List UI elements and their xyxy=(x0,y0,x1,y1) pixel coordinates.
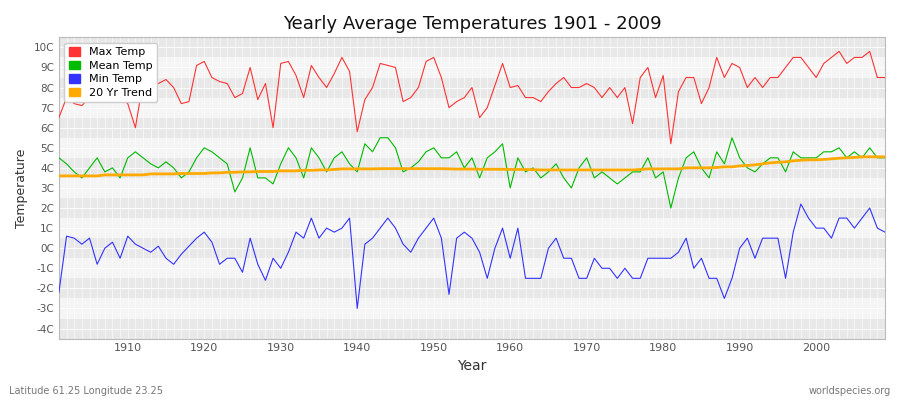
Bar xyxy=(58,258,885,278)
Bar xyxy=(58,278,885,298)
Bar xyxy=(58,158,885,178)
Bar xyxy=(58,138,885,158)
Text: Latitude 61.25 Longitude 23.25: Latitude 61.25 Longitude 23.25 xyxy=(9,386,163,396)
Text: worldspecies.org: worldspecies.org xyxy=(809,386,891,396)
Bar xyxy=(58,318,885,338)
Bar xyxy=(58,238,885,258)
Bar xyxy=(58,298,885,318)
Bar xyxy=(58,78,885,98)
Title: Yearly Average Temperatures 1901 - 2009: Yearly Average Temperatures 1901 - 2009 xyxy=(283,15,662,33)
X-axis label: Year: Year xyxy=(457,359,487,373)
Legend: Max Temp, Mean Temp, Min Temp, 20 Yr Trend: Max Temp, Mean Temp, Min Temp, 20 Yr Tre… xyxy=(65,43,157,102)
Bar xyxy=(58,178,885,198)
Bar xyxy=(58,198,885,218)
Bar xyxy=(58,98,885,118)
Bar xyxy=(58,218,885,238)
Bar xyxy=(58,118,885,138)
Bar xyxy=(58,37,885,58)
Y-axis label: Temperature: Temperature xyxy=(15,148,28,228)
Bar xyxy=(58,58,885,78)
